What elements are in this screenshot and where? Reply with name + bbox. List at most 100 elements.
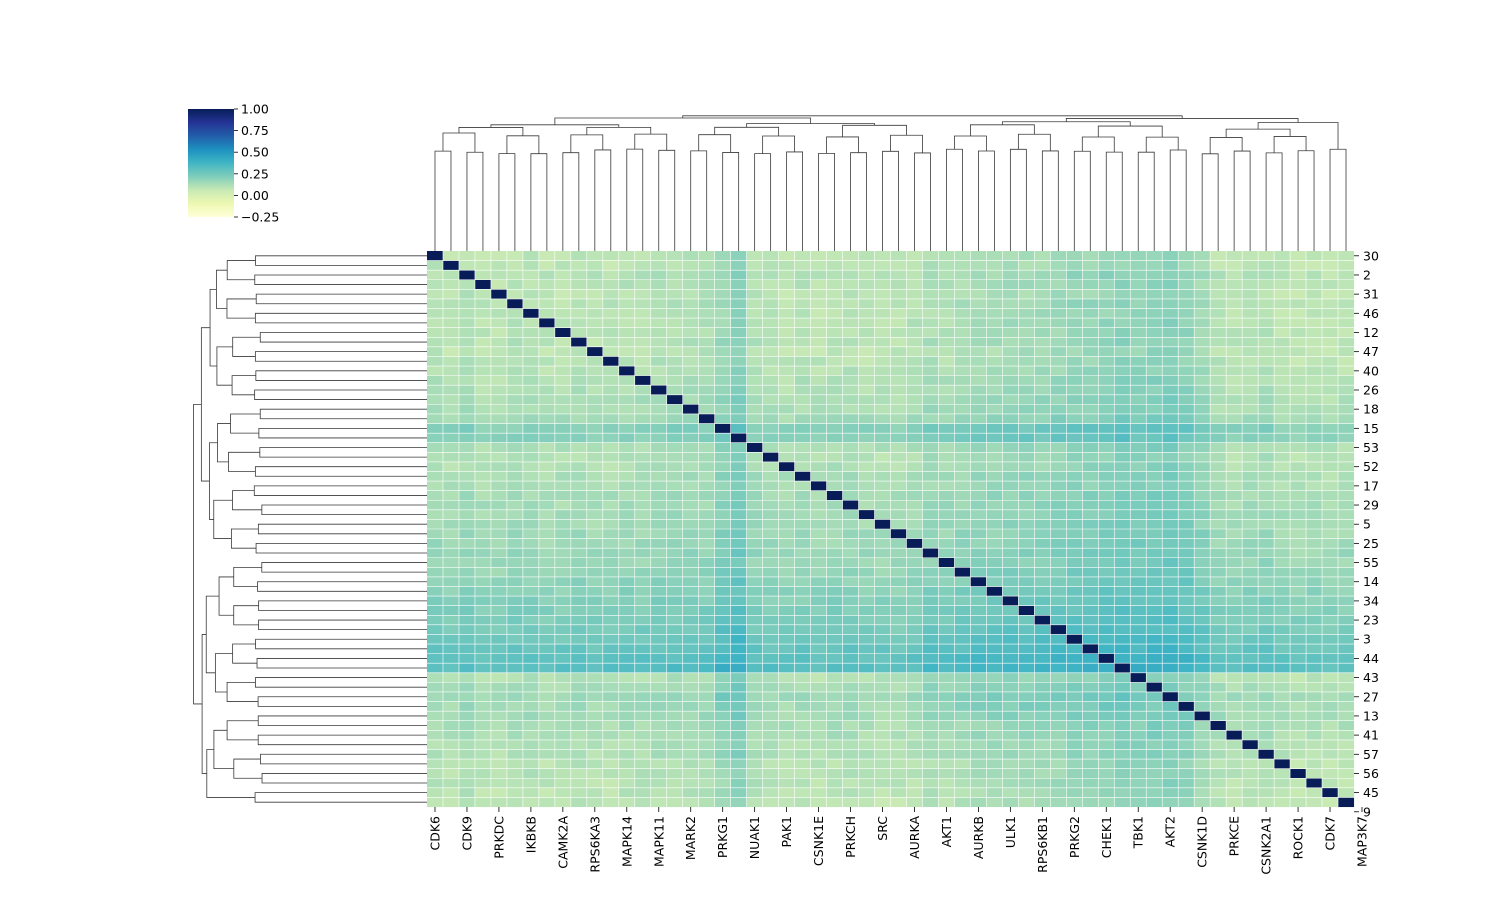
heatmap-cell (938, 279, 955, 290)
heatmap-cell (1242, 759, 1259, 769)
heatmap-cell (938, 404, 955, 415)
heatmap-cell (794, 327, 811, 338)
heatmap-diagonal-cell (938, 557, 955, 568)
heatmap-cell (666, 739, 683, 750)
heatmap-cell (1178, 548, 1195, 558)
heatmap-cell (714, 548, 731, 558)
heatmap-cell (442, 375, 460, 386)
heatmap-cell (1034, 308, 1051, 319)
heatmap-cell (1130, 768, 1147, 779)
heatmap-cell (1322, 682, 1339, 693)
heatmap-cell (1226, 385, 1243, 395)
heatmap-cell (874, 327, 891, 338)
heatmap-cell (810, 759, 827, 769)
heatmap-cell (1114, 586, 1131, 597)
heatmap-cell (1290, 749, 1307, 760)
heatmap-cell (506, 471, 523, 482)
heatmap-cell (826, 471, 843, 482)
heatmap-cell (570, 759, 587, 769)
heatmap-cell (1002, 711, 1019, 721)
heatmap-cell (954, 759, 971, 769)
heatmap-cell (1226, 586, 1243, 597)
heatmap-cell (1098, 576, 1115, 587)
heatmap-diagonal-cell (586, 346, 603, 357)
heatmap-cell (1226, 500, 1243, 510)
heatmap-cell (1274, 375, 1291, 386)
heatmap-cell (778, 538, 795, 549)
heatmap-cell (858, 557, 875, 568)
heatmap-diagonal-cell (1178, 701, 1195, 712)
heatmap-cell (890, 538, 907, 549)
heatmap-cell (970, 701, 987, 712)
heatmap-cell (1306, 346, 1323, 357)
heatmap-cell (954, 385, 971, 395)
heatmap-cell (1034, 346, 1051, 357)
heatmap-cell (586, 749, 603, 760)
heatmap-cell (634, 720, 651, 731)
heatmap-cell (1242, 260, 1259, 271)
heatmap-cell (1322, 634, 1339, 645)
heatmap-cell (1306, 548, 1323, 558)
heatmap-cell (602, 749, 619, 760)
heatmap-cell (698, 548, 715, 558)
heatmap-cell (1066, 739, 1083, 750)
heatmap-cell (1098, 749, 1115, 760)
heatmap-cell (938, 730, 955, 740)
heatmap-cell (1274, 797, 1291, 808)
heatmap-cell (458, 691, 475, 702)
heatmap-cell (506, 500, 523, 510)
heatmap-cell (1130, 289, 1147, 299)
heatmap-cell (474, 356, 491, 367)
heatmap-cell (986, 394, 1003, 405)
heatmap-cell (1178, 423, 1195, 434)
heatmap-cell (1098, 279, 1115, 290)
heatmap-cell (1082, 270, 1099, 280)
heatmap-diagonal-cell (506, 298, 523, 309)
heatmap-cell (1242, 298, 1259, 309)
heatmap-cell (618, 260, 635, 271)
heatmap-cell (1226, 394, 1243, 405)
heatmap-cell (858, 624, 875, 635)
heatmap-cell (954, 538, 971, 549)
heatmap-cell (586, 634, 603, 645)
heatmap-cell (1114, 461, 1131, 472)
heatmap-cell (1338, 634, 1355, 645)
dendrogram-link (1225, 128, 1291, 138)
heatmap-cell (650, 615, 667, 625)
heatmap-cell (538, 720, 555, 731)
heatmap-cell (666, 557, 683, 568)
heatmap-cell (682, 509, 699, 520)
dendrogram-link (205, 595, 220, 674)
heatmap-cell (554, 471, 571, 482)
column-label: PRKDC (491, 816, 506, 859)
heatmap-cell (1242, 433, 1259, 443)
heatmap-cell (746, 701, 763, 712)
heatmap-cell (874, 423, 891, 434)
heatmap-cell (1002, 787, 1019, 798)
dendrogram-link (217, 423, 231, 463)
heatmap-cell (618, 308, 635, 319)
heatmap-cell (554, 711, 571, 721)
heatmap-cell (794, 308, 811, 319)
heatmap-cell (1210, 251, 1227, 261)
heatmap-cell (1290, 461, 1307, 472)
heatmap-cell (1050, 327, 1067, 338)
heatmap-cell (1114, 509, 1131, 520)
heatmap-cell (1114, 327, 1131, 338)
heatmap-cell (1210, 634, 1227, 645)
heatmap-cell (602, 251, 619, 261)
heatmap-cell (698, 260, 715, 271)
heatmap-cell (1002, 634, 1019, 645)
heatmap-cell (522, 672, 539, 683)
heatmap-cell (826, 251, 843, 261)
heatmap-cell (1178, 337, 1195, 347)
heatmap-cell (442, 442, 460, 453)
heatmap-cell (1002, 452, 1019, 462)
heatmap-cell (1050, 260, 1067, 271)
heatmap-cell (554, 452, 571, 462)
heatmap-cell (1162, 404, 1179, 415)
heatmap-cell (842, 404, 859, 415)
heatmap-cell (1322, 653, 1339, 664)
heatmap-cell (906, 519, 923, 530)
heatmap-cell (698, 500, 715, 510)
